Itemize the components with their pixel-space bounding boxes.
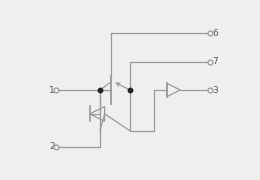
Text: 1: 1 xyxy=(49,86,55,94)
Text: 7: 7 xyxy=(212,57,218,66)
Text: 2: 2 xyxy=(49,142,55,151)
Text: 3: 3 xyxy=(212,86,218,94)
Text: 6: 6 xyxy=(212,29,218,38)
